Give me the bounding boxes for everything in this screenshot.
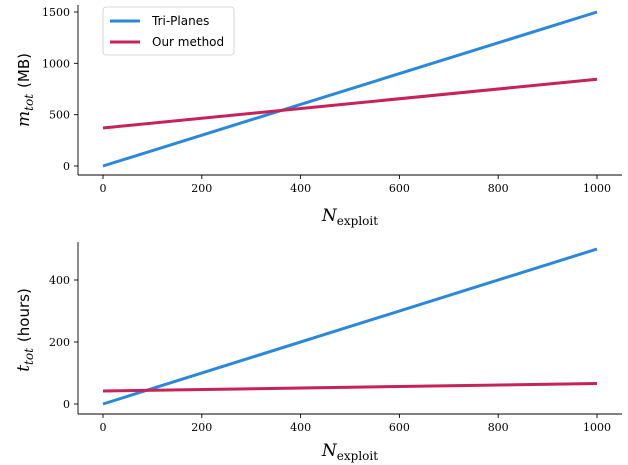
series-line-tri-planes [102, 247, 598, 406]
legend: Tri-Planes Our method [102, 6, 235, 56]
y-tick-label: 0 [63, 398, 70, 411]
x-tick-label: 400 [290, 182, 311, 195]
legend-label-tri-planes: Tri-Planes [151, 14, 209, 28]
x-tick-label: 400 [290, 421, 311, 434]
x-tick-label: 1000 [583, 421, 611, 434]
x-axis-label-sub: exploit [337, 214, 378, 228]
y-axis-label-unit: (hours) [15, 288, 33, 342]
series-line-tri-planes [102, 10, 598, 168]
y-axis-label-main: t [14, 365, 34, 372]
y-axis-label-unit: (MB) [15, 53, 33, 88]
x-axis-label-main: N [321, 441, 338, 461]
y-axis-label-main: m [14, 111, 34, 127]
y-tick-label: 200 [49, 336, 70, 349]
x-tick-label: 600 [389, 182, 410, 195]
x-axis-label-sub: exploit [337, 449, 378, 463]
y-tick-label: 0 [63, 160, 70, 173]
x-tick-label: 0 [100, 182, 107, 195]
y-tick-label: 400 [49, 274, 70, 287]
y-axis-label: mtot (MB) [14, 53, 36, 127]
x-tick-label: 600 [389, 421, 410, 434]
series-line-our-method [102, 77, 598, 130]
series-line-our-method [102, 382, 598, 393]
time-chart: 0 200 400 600 800 1000 0 200 400 ttot (hours) Ne… [14, 242, 622, 463]
x-tick-label: 200 [191, 182, 212, 195]
y-tick-label: 1000 [42, 57, 70, 70]
x-tick-label: 0 [100, 421, 107, 434]
y-axis-label-sub: tot [22, 348, 36, 365]
x-tick-label: 200 [191, 421, 212, 434]
x-tick-label: 800 [488, 182, 509, 195]
x-tick-label: 1000 [583, 182, 611, 195]
x-tick-label: 800 [488, 421, 509, 434]
x-axis-label: Nexploit [321, 206, 378, 228]
y-tick-label: 500 [49, 109, 70, 122]
y-axis-label: ttot (hours) [14, 288, 36, 372]
x-axis-label: Nexploit [321, 441, 378, 463]
legend-label-our-method: Our method [152, 35, 224, 49]
y-tick-label: 1500 [42, 6, 70, 19]
y-axis-label-sub: tot [22, 94, 36, 111]
x-axis-label-main: N [321, 206, 338, 226]
